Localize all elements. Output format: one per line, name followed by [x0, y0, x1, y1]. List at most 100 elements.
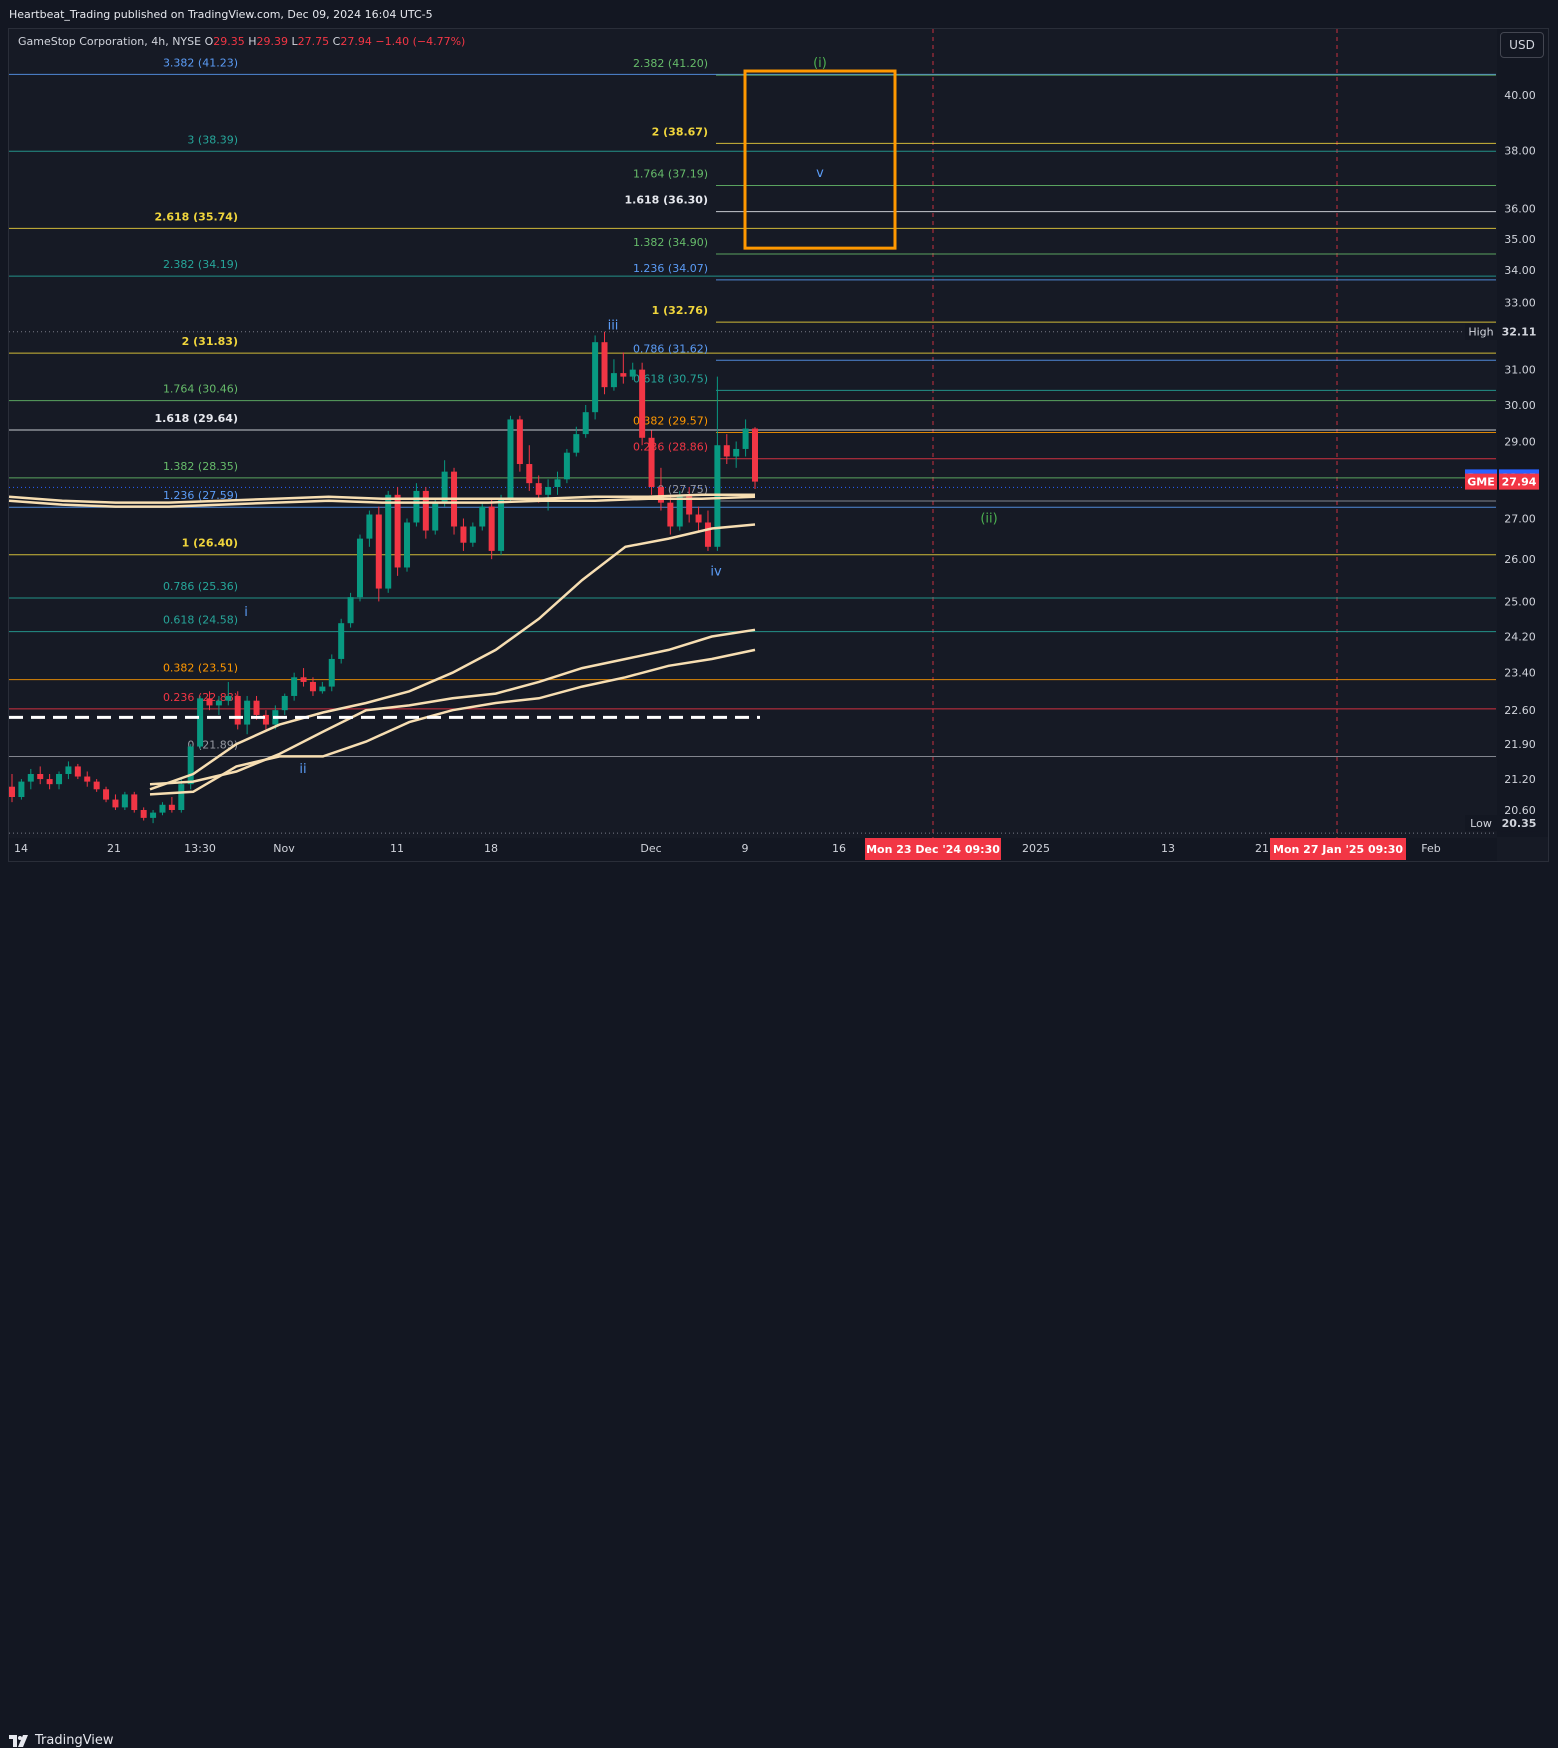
legend-close-label: C: [332, 35, 341, 48]
legend-open-label: O: [204, 35, 214, 48]
moving-average-1: [149, 628, 756, 786]
legend-high: 29.39: [256, 35, 289, 48]
candle-body-7: [74, 766, 81, 777]
wave-label-5: i: [244, 605, 248, 620]
legend-high-label: H: [248, 35, 257, 48]
candle-body-31: [300, 677, 307, 682]
candle-body-78: [742, 428, 749, 449]
candle-body-19: [187, 746, 194, 785]
x-highlight-label-0: Mon 23 Dec '24 09:30: [866, 843, 1000, 856]
wave-label-3: (ii): [980, 511, 997, 526]
fib-label-left-11: 0.618 (24.58): [163, 614, 238, 627]
candle-body-65: [620, 373, 627, 377]
candle-body-4: [46, 779, 53, 785]
candle-body-17: [168, 804, 175, 810]
candle-body-41: [394, 494, 401, 568]
candle-body-42: [404, 522, 411, 568]
candle-body-9: [93, 781, 100, 790]
fib-label-right-19: 1.382 (34.90): [633, 236, 708, 249]
candle-body-10: [103, 789, 110, 800]
x-tick-8: 16: [832, 842, 846, 855]
legend-close: 27.94: [340, 35, 372, 48]
candle-body-21: [206, 698, 213, 706]
legend-change: −1.40 (−4.77%): [375, 35, 466, 48]
badge-label-bg-3: [1465, 815, 1497, 832]
y-tick-9: 27.00: [1504, 512, 1536, 525]
y-tick-11: 25.00: [1504, 595, 1536, 608]
candle-body-58: [554, 479, 561, 488]
fib-label-left-8: 1.236 (27.59): [163, 489, 238, 502]
fib-label-left-5: 1.764 (30.46): [163, 383, 238, 396]
y-tick-12: 24.20: [1504, 630, 1536, 643]
x-highlight-label-1: Mon 27 Jan '25 09:30: [1273, 843, 1403, 856]
candle-body-57: [545, 487, 552, 495]
badge-value-0: 32.11: [1502, 326, 1537, 339]
legend-low: 27.75: [297, 35, 330, 48]
candle-body-72: [686, 494, 693, 515]
candle-body-3: [37, 773, 44, 780]
fib-label-right-22: 0.786 (31.62): [633, 342, 708, 355]
candle-body-59: [563, 452, 570, 480]
y-tick-17: 20.60: [1504, 804, 1536, 817]
candle-body-63: [601, 342, 608, 388]
candle-body-55: [526, 464, 533, 484]
candle-body-39: [375, 514, 382, 589]
x-tick-7: 9: [742, 842, 749, 855]
y-tick-8: 29.00: [1504, 435, 1536, 448]
candle-body-71: [676, 494, 683, 527]
fib-label-left-12: 0.382 (23.51): [163, 662, 238, 675]
candle-body-26: [253, 700, 260, 715]
x-highlight-bg-0: [865, 838, 1001, 860]
fib-label-left-10: 0.786 (25.36): [163, 580, 238, 593]
x-tick-5: 18: [484, 842, 498, 855]
candle-body-25: [244, 700, 251, 725]
candle-body-23: [225, 695, 232, 701]
badge-label-2: GME: [1467, 476, 1495, 489]
fib-label-right-15: 2.382 (41.20): [633, 57, 708, 70]
footer: TradingView: [0, 862, 1558, 1748]
candle-body-16: [159, 804, 166, 813]
fib-label-right-25: 0.236 (28.86): [633, 441, 708, 454]
moving-average-3: [8, 493, 755, 504]
currency-button[interactable]: USD: [1500, 32, 1544, 58]
fib-label-left-3: 2.382 (34.19): [163, 258, 238, 271]
candle-body-36: [347, 597, 354, 624]
y-tick-1: 38.00: [1504, 144, 1536, 157]
candle-body-79: [752, 428, 758, 482]
candle-body-49: [469, 526, 476, 543]
badge-value-2: 27.94: [1502, 476, 1537, 489]
time-axis: [9, 838, 1497, 861]
fib-label-left-2: 2.618 (35.74): [155, 210, 238, 223]
x-tick-12: Feb: [1421, 842, 1440, 855]
candle-body-1: [18, 781, 25, 798]
badge-value-bg-3: [1499, 815, 1539, 832]
badge-label-3: Low: [1470, 817, 1492, 830]
badge-value-bg-0: [1499, 323, 1539, 340]
legend-symbol[interactable]: GameStop Corporation, 4h, NYSE: [18, 35, 202, 48]
candle-body-74: [704, 522, 711, 547]
x-tick-11: 21: [1255, 842, 1269, 855]
fib-label-right-26: 0 (27.75): [657, 483, 708, 496]
moving-average-4: [8, 495, 756, 508]
candle-body-18: [178, 784, 185, 810]
badge-label-bg-0: [1465, 323, 1497, 340]
fib-label-right-16: 2 (38.67): [652, 125, 708, 138]
y-tick-4: 34.00: [1504, 264, 1536, 277]
badge-label-bg-2: [1465, 473, 1497, 490]
candle-body-11: [112, 799, 119, 808]
y-tick-3: 35.00: [1504, 233, 1536, 246]
x-tick-9: 2025: [1022, 842, 1050, 855]
price-chart[interactable]: 3.382 (41.23) 3 (38.39) 2.618 (35.74) 2.382…: [0, 0, 1558, 897]
candle-body-51: [488, 506, 495, 551]
tradingview-logo[interactable]: TradingView: [9, 1733, 114, 1748]
publisher-line: Heartbeat_Trading published on TradingVi…: [9, 8, 433, 21]
candle-body-46: [441, 471, 448, 503]
x-tick-3: Nov: [273, 842, 295, 855]
fib-label-right-23: 0.618 (30.75): [633, 372, 708, 385]
legend-low-label: L: [291, 35, 298, 48]
wave-label-0: (i): [813, 56, 827, 71]
candle-body-33: [319, 686, 326, 692]
fib-label-left-0: 3.382 (41.23): [163, 56, 238, 69]
candle-body-38: [366, 514, 373, 539]
candle-body-45: [432, 502, 439, 531]
